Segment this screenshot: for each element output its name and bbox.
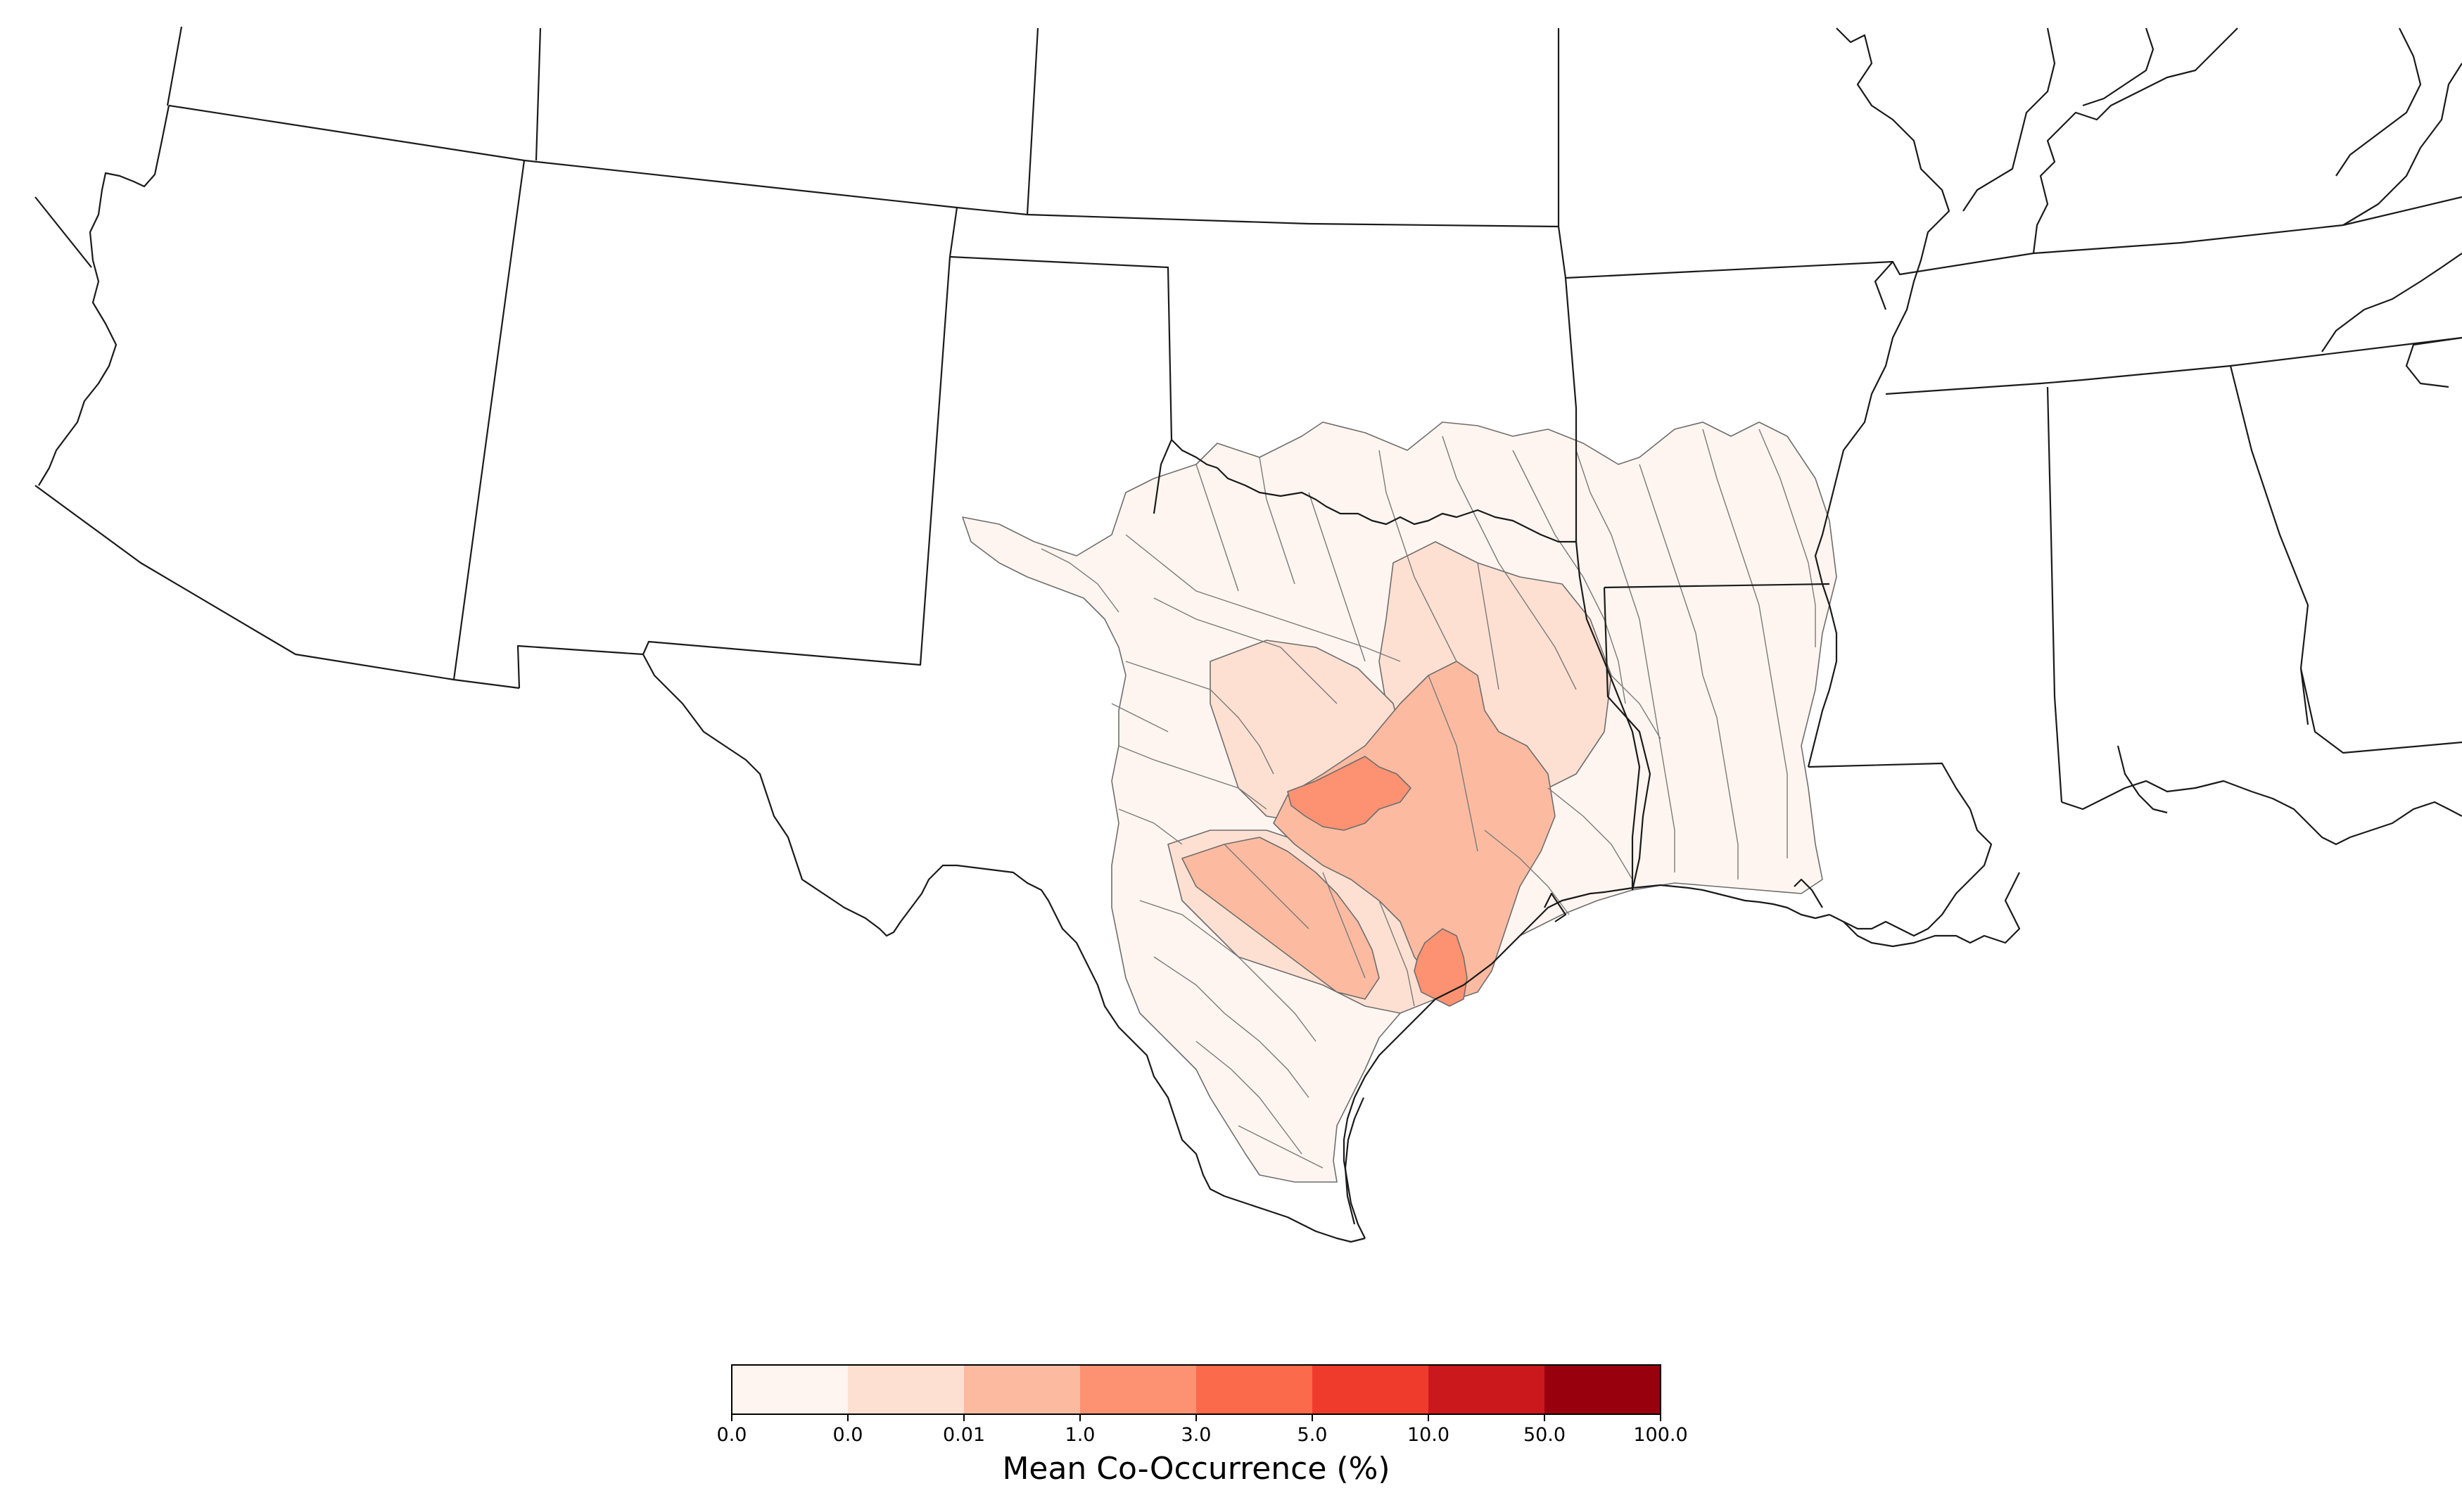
state-line-nm — [948, 207, 1173, 514]
basin-high-coastal — [1414, 928, 1468, 1007]
colorbar-tick-label: 1.0 — [1065, 1424, 1096, 1446]
colorbar-tick-label: 0.0 — [717, 1424, 747, 1446]
colorbar-ticks — [731, 1414, 1661, 1421]
colorbar-bin — [1544, 1365, 1661, 1414]
state-line-az-nm — [452, 160, 526, 690]
basin-region-brazos-corridor — [1273, 661, 1556, 1000]
colorbar-bin — [732, 1365, 848, 1414]
colorbar-tick-label: 0.0 — [833, 1424, 863, 1446]
state-boundaries — [34, 26, 2462, 1243]
colorbar-tick-label: 0.01 — [943, 1424, 985, 1446]
state-line-red-river — [1171, 439, 1576, 543]
state-line-texas-west — [642, 654, 1366, 1243]
colorbar-tick-label: 50.0 — [1523, 1424, 1566, 1446]
sub-basin-divides — [1041, 428, 1816, 1169]
colorbar-tick-label: 10.0 — [1407, 1424, 1449, 1446]
colorbar-bin — [1312, 1365, 1428, 1414]
colorbar: 0.0 0.0 0.01 1.0 3.0 5.0 10.0 50.0 100.0… — [717, 1364, 1688, 1487]
basin-high-central — [1287, 756, 1411, 831]
basin-layer — [962, 421, 1837, 1183]
colorbar-bin — [848, 1365, 964, 1414]
colorbar-tick-label: 3.0 — [1181, 1424, 1212, 1446]
basin-region-colorado-lower — [1181, 837, 1380, 1000]
state-line-mississippi-river — [1807, 27, 1950, 768]
colorbar-bin — [1080, 1365, 1196, 1414]
colorbar-tick-label: 5.0 — [1297, 1424, 1328, 1446]
colorbar-bin — [1196, 1365, 1312, 1414]
colorbar-title: Mean Co-Occurrence (%) — [1002, 1451, 1390, 1487]
texas-coastline — [1343, 884, 1830, 1239]
colorbar-tick-label: 100.0 — [1633, 1424, 1687, 1446]
colorbar-bin — [1428, 1365, 1544, 1414]
state-line-north — [168, 104, 1559, 228]
colorbar-bin — [964, 1365, 1080, 1414]
